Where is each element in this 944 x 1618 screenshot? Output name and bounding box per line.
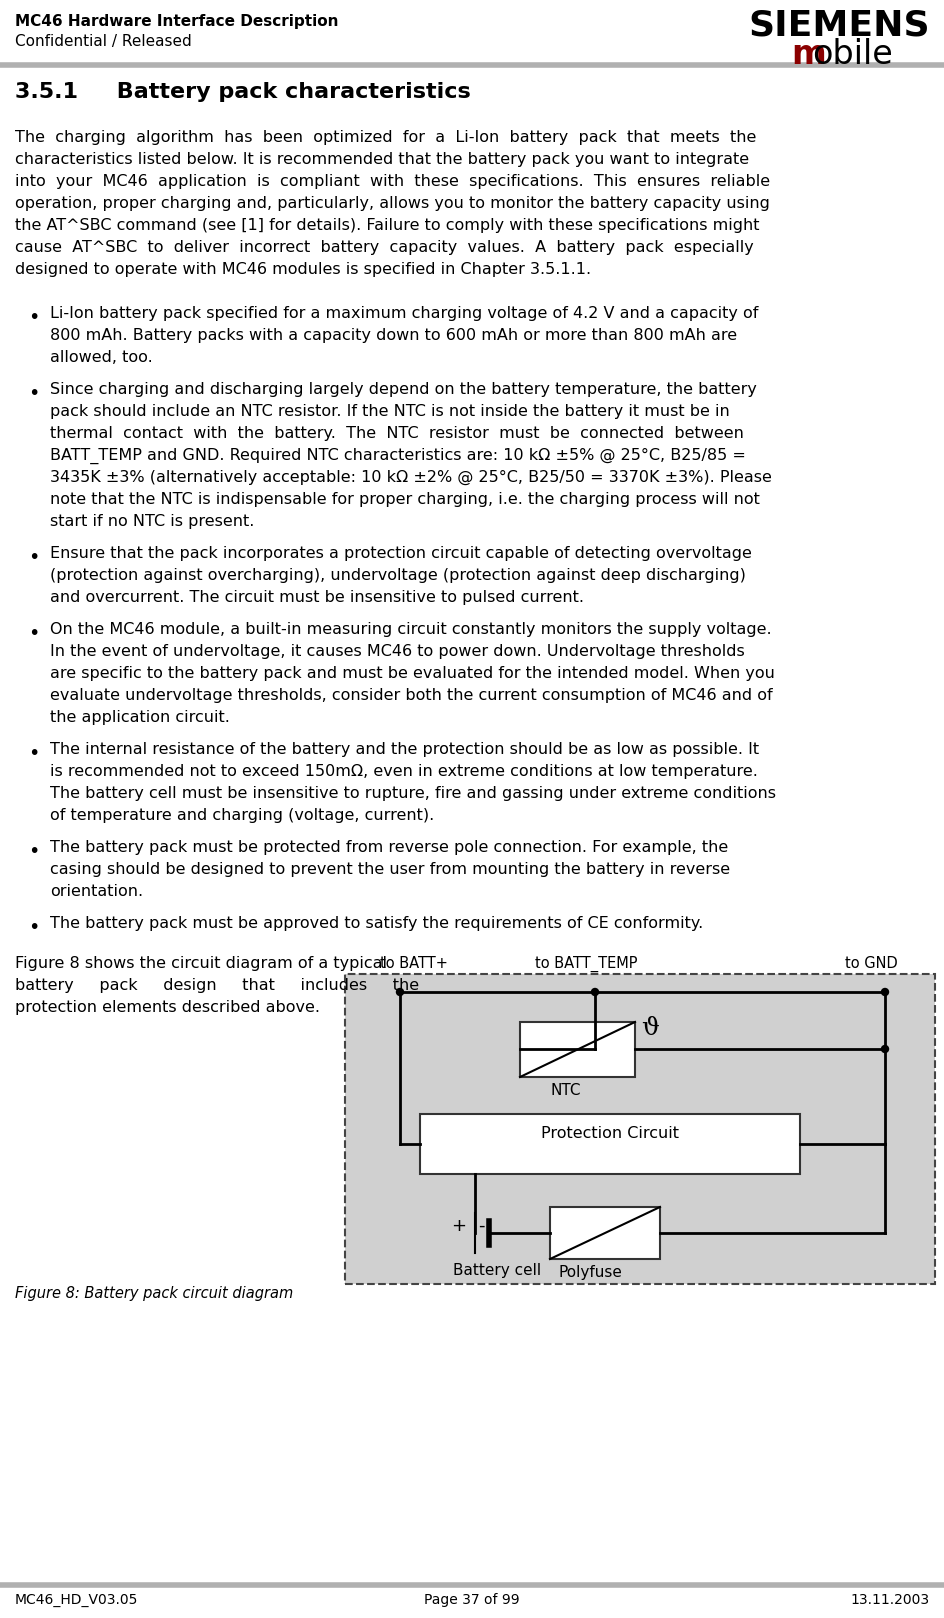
Text: designed to operate with MC46 modules is specified in Chapter 3.5.1.1.: designed to operate with MC46 modules is…: [15, 262, 591, 277]
Bar: [549, 1207, 659, 1259]
Text: is recommended not to exceed 150mΩ, even in extreme conditions at low temperatur: is recommended not to exceed 150mΩ, even…: [50, 764, 757, 778]
Text: Polyfuse: Polyfuse: [557, 1265, 621, 1280]
Text: +: +: [450, 1217, 465, 1235]
Text: 3435K ±3% (alternatively acceptable: 10 kΩ ±2% @ 25°C, B25/50 = 3370K ±3%). Plea: 3435K ±3% (alternatively acceptable: 10 …: [50, 469, 771, 485]
Text: Figure 8: Battery pack circuit diagram: Figure 8: Battery pack circuit diagram: [15, 1286, 293, 1301]
Text: Ensure that the pack incorporates a protection circuit capable of detecting over: Ensure that the pack incorporates a prot…: [50, 545, 751, 561]
Text: The internal resistance of the battery and the protection should be as low as po: The internal resistance of the battery a…: [50, 743, 758, 757]
Text: •: •: [28, 917, 40, 937]
Text: The battery pack must be approved to satisfy the requirements of CE conformity.: The battery pack must be approved to sat…: [50, 916, 702, 930]
Text: In the event of undervoltage, it causes MC46 to power down. Undervoltage thresho: In the event of undervoltage, it causes …: [50, 644, 744, 659]
Text: ϑ: ϑ: [640, 1018, 658, 1040]
Text: pack should include an NTC resistor. If the NTC is not inside the battery it mus: pack should include an NTC resistor. If …: [50, 404, 729, 419]
Text: into  your  MC46  application  is  compliant  with  these  specifications.  This: into your MC46 application is compliant …: [15, 175, 769, 189]
Text: The  charging  algorithm  has  been  optimized  for  a  Li-Ion  battery  pack  t: The charging algorithm has been optimize…: [15, 129, 755, 146]
Text: characteristics listed below. It is recommended that the battery pack you want t: characteristics listed below. It is reco…: [15, 152, 749, 167]
Text: Page 37 of 99: Page 37 of 99: [424, 1594, 519, 1607]
Circle shape: [591, 989, 598, 995]
Text: are specific to the battery pack and must be evaluated for the intended model. W: are specific to the battery pack and mus…: [50, 667, 774, 681]
Text: -: -: [478, 1217, 484, 1235]
Bar: [419, 1115, 800, 1175]
Text: m: m: [790, 37, 825, 71]
Text: The battery pack must be protected from reverse pole connection. For example, th: The battery pack must be protected from …: [50, 840, 728, 854]
Text: Protection Circuit: Protection Circuit: [540, 1126, 679, 1141]
Text: 13.11.2003: 13.11.2003: [850, 1594, 929, 1607]
Text: obile: obile: [811, 37, 892, 71]
Text: •: •: [28, 383, 40, 403]
Text: evaluate undervoltage thresholds, consider both the current consumption of MC46 : evaluate undervoltage thresholds, consid…: [50, 688, 772, 702]
Text: Battery cell: Battery cell: [452, 1264, 541, 1278]
Bar: [519, 1023, 634, 1078]
Text: SIEMENS: SIEMENS: [748, 8, 929, 42]
Text: to BATT_TEMP: to BATT_TEMP: [534, 956, 637, 972]
Text: orientation.: orientation.: [50, 883, 143, 900]
Text: NTC: NTC: [549, 1082, 580, 1099]
Text: of temperature and charging (voltage, current).: of temperature and charging (voltage, cu…: [50, 807, 434, 824]
Text: MC46_HD_V03.05: MC46_HD_V03.05: [15, 1594, 138, 1607]
Text: MC46 Hardware Interface Description: MC46 Hardware Interface Description: [15, 15, 338, 29]
Text: 3.5.1     Battery pack characteristics: 3.5.1 Battery pack characteristics: [15, 83, 470, 102]
Text: •: •: [28, 625, 40, 642]
Text: cause  AT^SBC  to  deliver  incorrect  battery  capacity  values.  A  battery  p: cause AT^SBC to deliver incorrect batter…: [15, 239, 753, 256]
Text: the AT^SBC command (see [1] for details). Failure to comply with these specifica: the AT^SBC command (see [1] for details)…: [15, 218, 759, 233]
Text: Figure 8 shows the circuit diagram of a typical: Figure 8 shows the circuit diagram of a …: [15, 956, 387, 971]
Text: note that the NTC is indispensable for proper charging, i.e. the charging proces: note that the NTC is indispensable for p…: [50, 492, 759, 506]
Text: (protection against overcharging), undervoltage (protection against deep dischar: (protection against overcharging), under…: [50, 568, 745, 582]
Text: the application circuit.: the application circuit.: [50, 710, 229, 725]
Text: thermal  contact  with  the  battery.  The  NTC  resistor  must  be  connected  : thermal contact with the battery. The NT…: [50, 426, 743, 442]
Text: The battery cell must be insensitive to rupture, fire and gassing under extreme : The battery cell must be insensitive to …: [50, 786, 775, 801]
Text: •: •: [28, 307, 40, 327]
Text: start if no NTC is present.: start if no NTC is present.: [50, 515, 254, 529]
Text: to BATT+: to BATT+: [379, 956, 447, 971]
Text: casing should be designed to prevent the user from mounting the battery in rever: casing should be designed to prevent the…: [50, 862, 730, 877]
Text: protection elements described above.: protection elements described above.: [15, 1000, 320, 1014]
Text: battery     pack     design     that     includes     the: battery pack design that includes the: [15, 977, 419, 993]
Text: Confidential / Released: Confidential / Released: [15, 34, 192, 49]
Text: •: •: [28, 549, 40, 566]
Text: 800 mAh. Battery packs with a capacity down to 600 mAh or more than 800 mAh are: 800 mAh. Battery packs with a capacity d…: [50, 328, 736, 343]
Text: •: •: [28, 744, 40, 764]
Circle shape: [881, 1045, 887, 1052]
Text: Li-Ion battery pack specified for a maximum charging voltage of 4.2 V and a capa: Li-Ion battery pack specified for a maxi…: [50, 306, 758, 320]
Text: and overcurrent. The circuit must be insensitive to pulsed current.: and overcurrent. The circuit must be ins…: [50, 591, 583, 605]
Circle shape: [881, 989, 887, 995]
Text: BATT_TEMP and GND. Required NTC characteristics are: 10 kΩ ±5% @ 25°C, B25/85 =: BATT_TEMP and GND. Required NTC characte…: [50, 448, 745, 464]
Text: allowed, too.: allowed, too.: [50, 349, 153, 366]
Text: operation, proper charging and, particularly, allows you to monitor the battery : operation, proper charging and, particul…: [15, 196, 769, 210]
Bar: [345, 974, 934, 1285]
Text: Since charging and discharging largely depend on the battery temperature, the ba: Since charging and discharging largely d…: [50, 382, 756, 396]
Text: •: •: [28, 841, 40, 861]
Circle shape: [396, 989, 403, 995]
Text: to GND: to GND: [844, 956, 897, 971]
Text: On the MC46 module, a built-in measuring circuit constantly monitors the supply : On the MC46 module, a built-in measuring…: [50, 621, 771, 637]
